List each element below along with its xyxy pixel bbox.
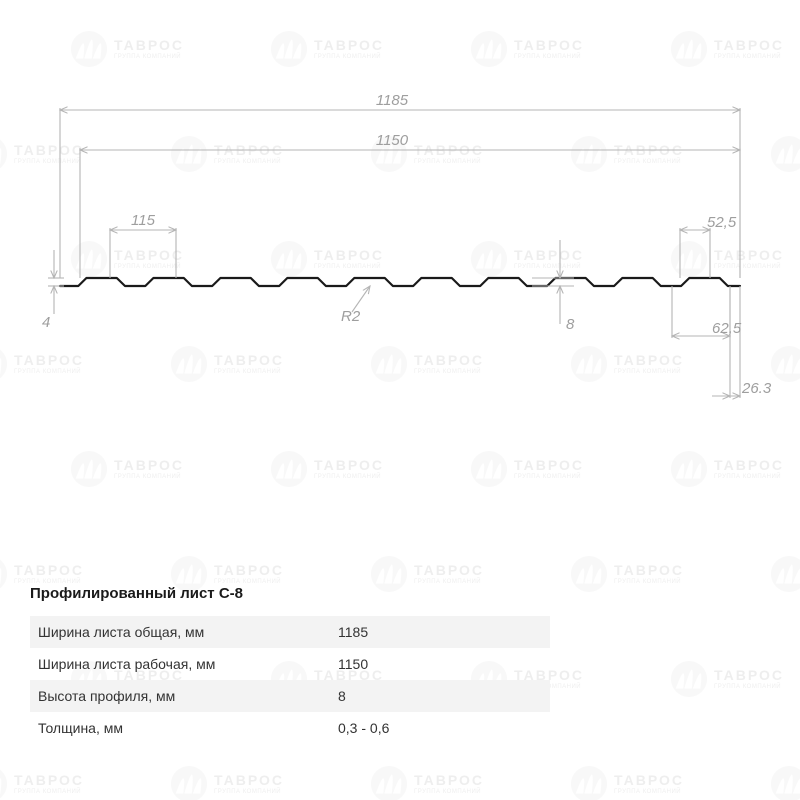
spec-row-value: 1185 [338, 624, 542, 640]
watermark: ТАВРОСГРУППА КОМПАНИЙ [670, 660, 784, 698]
spec-row-value: 1150 [338, 656, 542, 672]
watermark: ТАВРОСГРУППА КОМПАНИЙ [0, 765, 84, 800]
spec-row-label: Толщина, мм [38, 720, 338, 736]
spec-row: Высота профиля, мм8 [30, 680, 550, 712]
watermark: ТАВРОСГРУППА КОМПАНИЙ [570, 765, 684, 800]
dim-thickness: 4 [42, 314, 50, 331]
spec-row-label: Ширина листа общая, мм [38, 624, 338, 640]
spec-row: Ширина листа общая, мм1185 [30, 616, 550, 648]
spec-table: Профилированный лист С-8 Ширина листа об… [30, 585, 550, 744]
spec-row: Ширина листа рабочая, мм1150 [30, 648, 550, 680]
spec-row: Толщина, мм0,3 - 0,6 [30, 712, 550, 744]
dim-radius: R2 [341, 308, 360, 325]
dim-end-tab: 26.3 [742, 380, 771, 397]
spec-row-label: Высота профиля, мм [38, 688, 338, 704]
diagram-area: 1185 1150 115 52,5 62,5 26.3 4 8 R2 [0, 0, 800, 520]
dim-overall-width: 1185 [368, 92, 416, 109]
dim-bot-flat: 62,5 [712, 320, 741, 337]
watermark: ТАВРОСГРУППА КОМПАНИЙ [370, 765, 484, 800]
watermark: ТАВРОСГРУППА КОМПАНИЙ [570, 555, 684, 593]
dim-height: 8 [566, 316, 574, 333]
spec-row-value: 8 [338, 688, 542, 704]
watermark: ТАВРОСГРУППА КОМПАНИЙ [770, 765, 800, 800]
dim-working-width: 1150 [368, 132, 416, 149]
spec-row-label: Ширина листа рабочая, мм [38, 656, 338, 672]
dim-top-flat: 52,5 [707, 214, 736, 231]
spec-title: Профилированный лист С-8 [30, 585, 550, 602]
spec-row-value: 0,3 - 0,6 [338, 720, 542, 736]
diagram-svg [0, 0, 800, 520]
watermark: ТАВРОСГРУППА КОМПАНИЙ [770, 555, 800, 593]
watermark: ТАВРОСГРУППА КОМПАНИЙ [170, 765, 284, 800]
dim-pitch: 115 [119, 212, 167, 229]
